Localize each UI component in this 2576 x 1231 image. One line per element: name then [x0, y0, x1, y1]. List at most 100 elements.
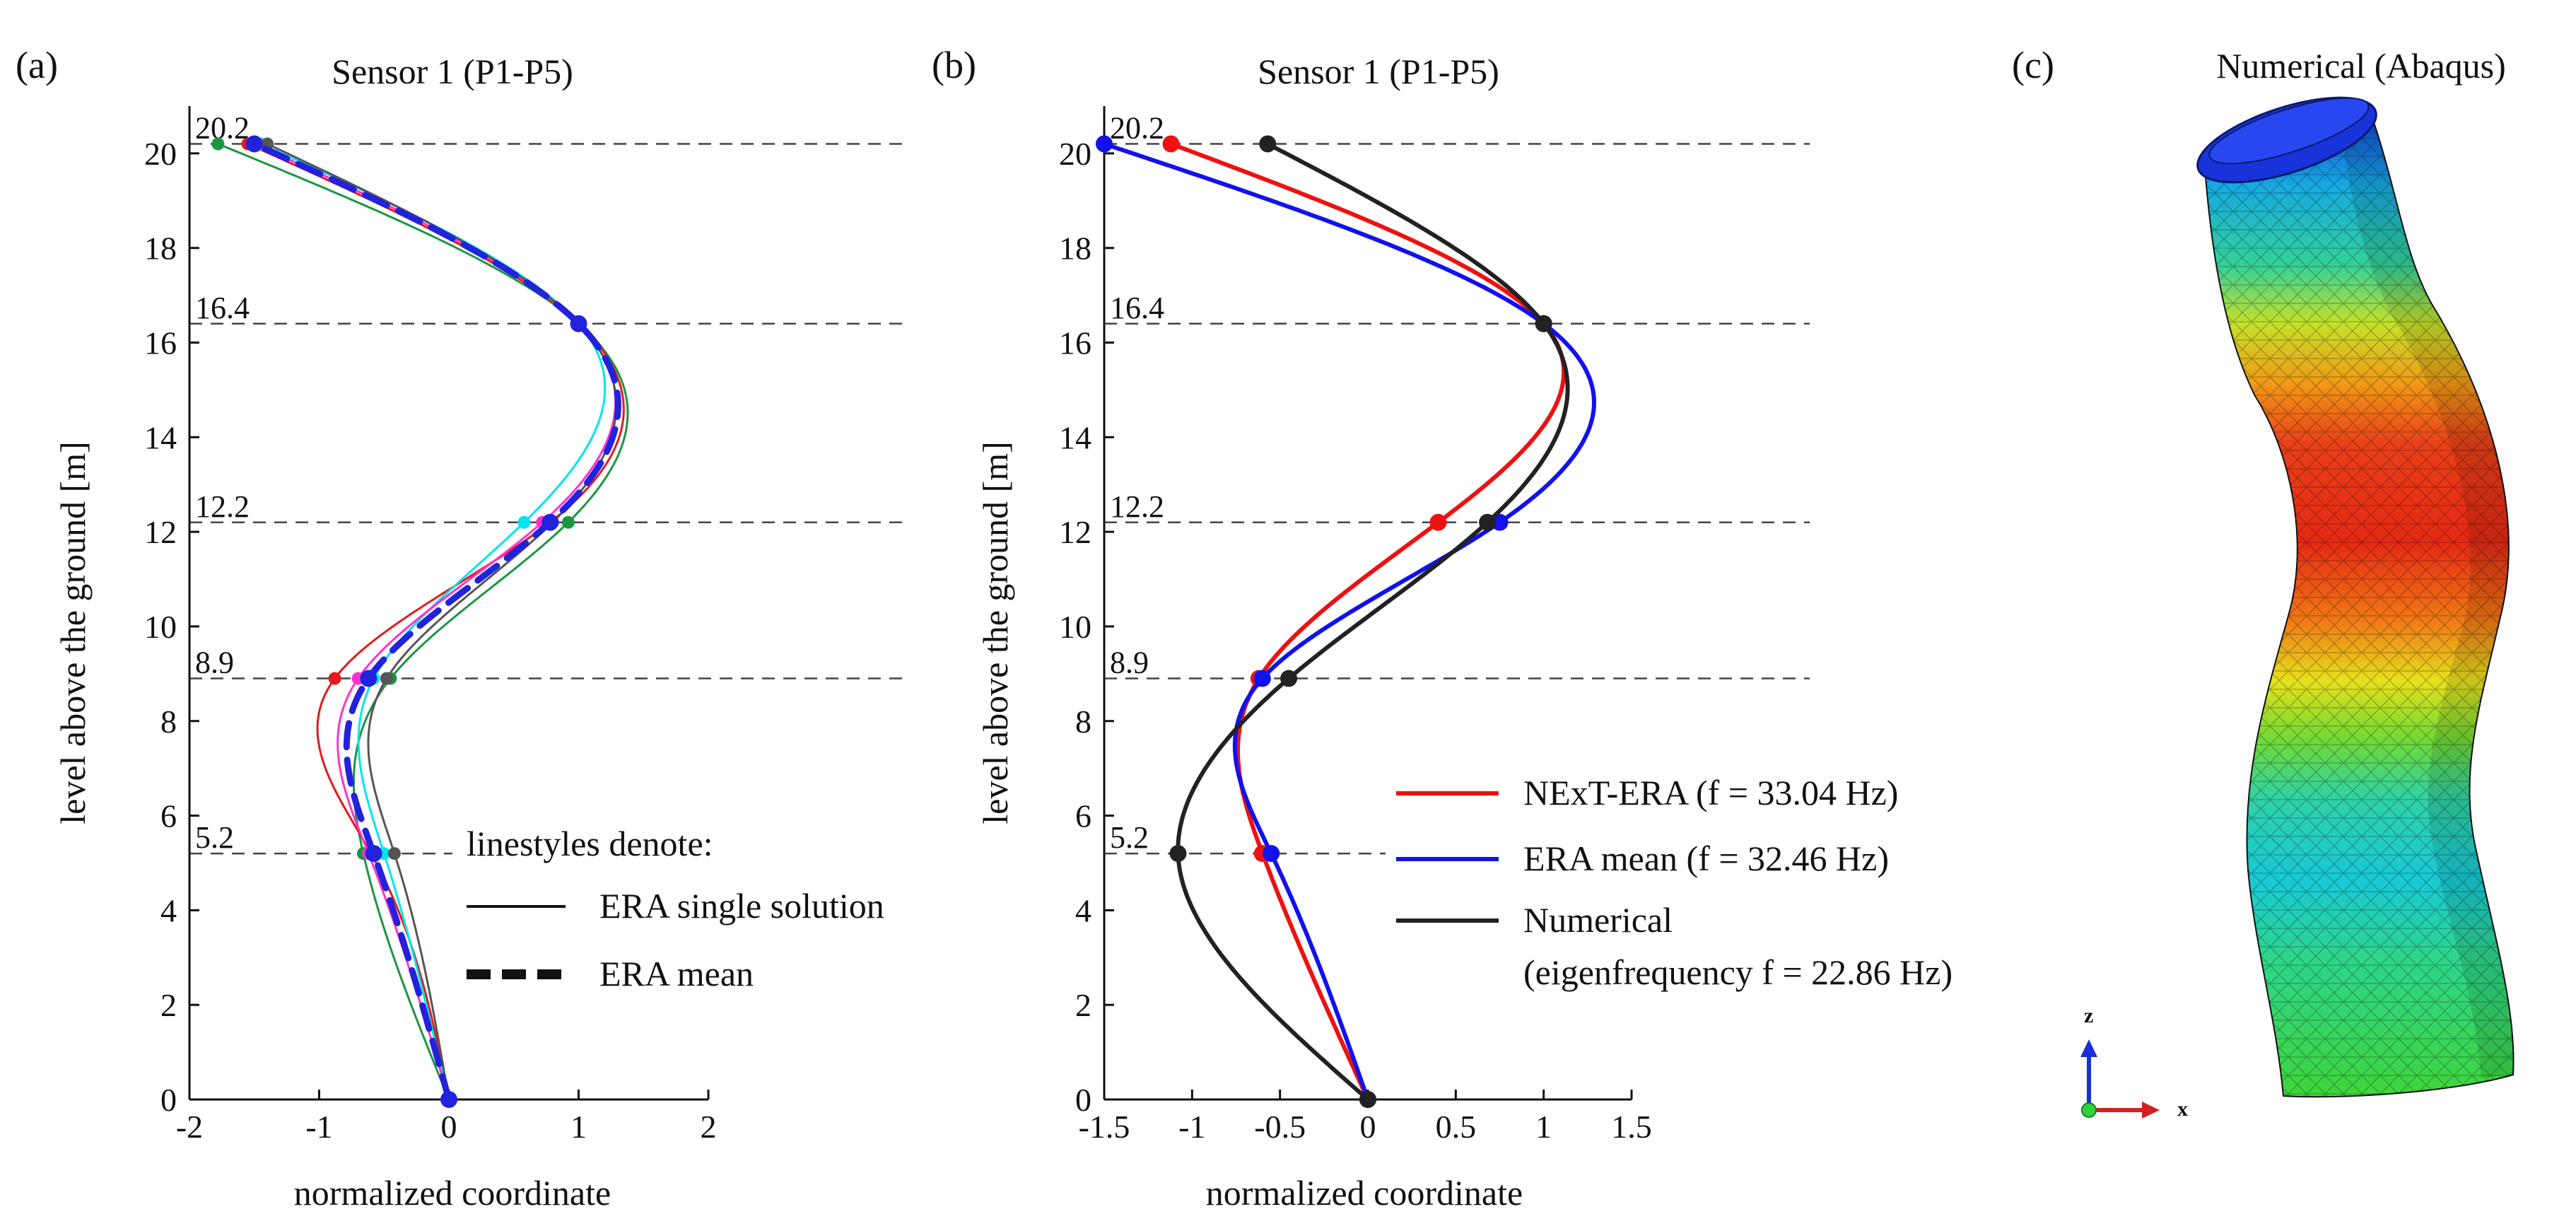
a-y-tick-label: 16: [144, 325, 177, 361]
b-series-line-1: [1102, 141, 1596, 1102]
panel-b-legend-box: [1386, 749, 2107, 997]
panel-b-legend-numerical: Numerical: [1523, 900, 1673, 940]
b-series-1-point: [1491, 513, 1509, 531]
b-series-2-point: [1535, 315, 1552, 332]
panel-c: (c) Numerical (Abaqus): [2012, 44, 2514, 1121]
panel-b-legend-next-era: NExT-ERA (f = 33.04 Hz): [1523, 773, 1898, 812]
a-series-4-point: [387, 847, 401, 860]
panel-a-legend-item-mean: ERA mean: [599, 954, 754, 993]
a-x-tick-label: 2: [701, 1109, 717, 1145]
b-series-2-point: [1359, 1091, 1376, 1108]
a-series-5-point: [541, 513, 559, 531]
b-series-2-point: [1259, 135, 1277, 153]
triad-z-arrow: [2080, 1039, 2097, 1057]
a-level-label: 12.2: [195, 489, 250, 524]
triad-origin: [2081, 1102, 2097, 1118]
b-x-tick-label: -1: [1178, 1109, 1205, 1145]
a-level-label: 8.9: [195, 646, 234, 680]
a-series-5-point: [440, 1091, 457, 1108]
b-y-tick-label: 14: [1059, 419, 1091, 455]
b-series-1-point: [1253, 670, 1271, 687]
a-series-0-point: [211, 137, 225, 151]
b-series-1-point: [1263, 845, 1280, 863]
b-series-2-point: [1280, 670, 1298, 687]
triad-z-label: z: [2084, 1004, 2093, 1027]
b-series-1-point: [1096, 135, 1113, 153]
a-y-tick-label: 20: [144, 136, 177, 172]
b-level-label: 12.2: [1110, 489, 1164, 524]
b-level-label: 16.4: [1110, 291, 1164, 325]
panel-b-title: Sensor 1 (P1-P5): [1258, 52, 1499, 91]
panel-a-legend-item-single: ERA single solution: [599, 886, 884, 926]
b-series-0-point: [1162, 135, 1180, 153]
b-y-tick-label: 20: [1059, 136, 1091, 172]
panel-b-xlabel: normalized coordinate: [1206, 1173, 1523, 1213]
a-x-tick-label: 0: [441, 1109, 457, 1145]
a-series-5-point: [365, 845, 382, 863]
a-series-line-5: [251, 141, 621, 1103]
panel-a-title: Sensor 1 (P1-P5): [332, 52, 573, 91]
a-y-tick-label: 6: [160, 798, 177, 834]
triad-x-label: x: [2177, 1097, 2188, 1121]
b-y-tick-label: 8: [1075, 704, 1091, 740]
panel-b-letter: (b): [932, 44, 976, 86]
axis-triad: z x: [2080, 1004, 2188, 1121]
a-series-4-point: [380, 672, 393, 685]
b-series-0-point: [1429, 513, 1447, 531]
b-series-line-0: [1169, 141, 1567, 1102]
b-level-label: 8.9: [1110, 646, 1149, 680]
a-y-tick-label: 4: [160, 892, 177, 928]
b-y-tick-label: 10: [1059, 609, 1091, 645]
a-series-0-point: [561, 515, 575, 529]
a-y-tick-label: 12: [144, 514, 177, 550]
b-x-tick-label: 1: [1535, 1109, 1552, 1145]
a-y-tick-label: 10: [144, 609, 177, 645]
panel-b-axes: -1.5 -1 -0.5 0 0.5 1 1.5 0 2 4 6 8 10 12 14 16 18 20: [1059, 106, 1652, 1145]
a-series-line-0: [216, 143, 629, 1101]
panel-c-letter: (c): [2012, 44, 2054, 86]
panel-a-legend-box: [452, 806, 990, 1018]
b-y-tick-label: 16: [1059, 325, 1091, 361]
panel-b-level-lines: 20.2 16.4 12.2 8.9 5.2: [1104, 111, 1810, 855]
a-series-5-point: [570, 315, 587, 332]
b-series-2-point: [1479, 513, 1497, 531]
a-level-label: 16.4: [195, 291, 250, 325]
a-series-2-point: [517, 515, 531, 529]
a-x-tick-label: -2: [176, 1109, 203, 1145]
a-y-tick-label: 8: [160, 704, 177, 740]
a-series-5-point: [360, 670, 377, 687]
b-x-tick-label: 0.5: [1436, 1109, 1477, 1145]
a-y-tick-label: 14: [144, 419, 177, 455]
fe-top-flange-inner: [2208, 97, 2370, 165]
b-x-tick-label: -0.5: [1254, 1109, 1306, 1145]
panel-b-ylabel: level above the ground [m]: [976, 441, 1015, 824]
a-x-tick-label: 1: [570, 1109, 587, 1145]
triad-x-arrow: [2142, 1102, 2160, 1119]
b-y-tick-label: 18: [1059, 231, 1091, 267]
panel-b: (b) Sensor 1 (P1-P5) 20.216.412.28.95.2 …: [932, 44, 2107, 1213]
b-y-tick-label: 12: [1059, 514, 1091, 550]
panel-a-series: [211, 135, 629, 1108]
panel-a-xlabel: normalized coordinate: [294, 1173, 611, 1213]
b-y-tick-label: 4: [1075, 892, 1091, 928]
b-y-tick-label: 0: [1075, 1082, 1091, 1118]
panel-b-legend-era-mean: ERA mean (f = 32.46 Hz): [1523, 839, 1889, 878]
a-x-tick-label: -1: [305, 1109, 332, 1145]
b-level-label: 20.2: [1110, 111, 1164, 146]
b-level-label: 5.2: [1110, 820, 1149, 855]
panel-b-legend: NExT-ERA (f = 33.04 Hz) ERA mean (f = 32…: [1386, 749, 2107, 997]
b-series-2-point: [1169, 845, 1187, 863]
panel-a-legend-heading: linestyles denote:: [467, 824, 713, 863]
b-x-tick-label: 1.5: [1611, 1109, 1652, 1145]
a-series-1-point: [328, 672, 341, 685]
a-y-tick-label: 2: [160, 987, 177, 1023]
panel-a-level-lines: 20.216.412.28.95.2: [189, 111, 905, 855]
panel-b-legend-numerical-freq: (eigenfrequency f = 22.86 Hz): [1523, 952, 1953, 992]
fe-mesh-overlay: [2206, 106, 2514, 1097]
panel-a-letter: (a): [16, 44, 58, 86]
panel-a-ylabel: level above the ground [m]: [53, 441, 93, 824]
a-y-tick-label: 18: [144, 231, 177, 267]
panel-b-series: [1096, 135, 1596, 1108]
a-y-tick-label: 0: [160, 1082, 177, 1118]
